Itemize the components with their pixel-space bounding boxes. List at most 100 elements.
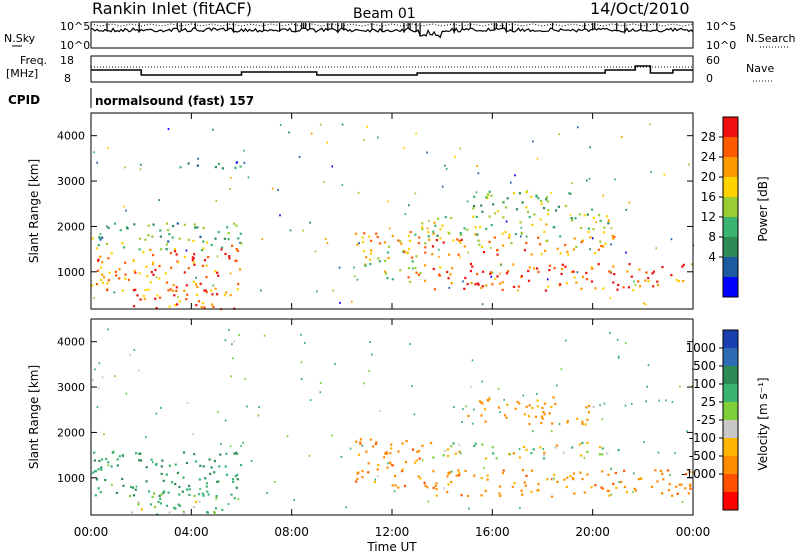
echo-cell [554,402,557,406]
echo-cell [155,307,158,310]
echo-cell [632,491,634,493]
echo-cell [103,433,105,436]
echo-cell [104,478,107,482]
echo-cell [300,361,303,364]
echo-cell [528,266,531,269]
freq-tick-top: 18 [60,54,74,67]
echo-cell [510,242,513,245]
echo-cell [314,250,317,253]
echo-cell [132,259,135,262]
echo-cell [98,459,101,463]
echo-cell [366,125,368,128]
echo-cell [193,494,196,497]
echo-cell [279,214,281,217]
echo-cell [168,233,171,236]
echo-cell [560,272,563,275]
echo-cell [217,162,221,165]
echo-cell [93,151,95,154]
echo-cell [555,209,558,212]
echo-cell [514,407,517,410]
echo-cell [569,192,572,195]
echo-cell [130,511,133,514]
echo-cell [512,285,516,288]
echo-cell [371,353,373,356]
echo-cell [182,510,185,513]
echo-cell [515,208,519,211]
echo-cell [202,465,205,468]
freq-trace [91,65,693,76]
echo-cell [186,293,189,296]
echo-cell [356,477,359,481]
echo-cell [488,397,491,400]
echo-cell [260,289,262,292]
echo-cell [491,283,494,286]
echo-cell [367,462,370,465]
echo-cell [387,462,389,465]
echo-cell [634,284,637,286]
echo-cell [540,202,543,205]
echo-cell [616,338,619,341]
echo-cell [121,289,124,292]
echo-cell [390,443,393,446]
echo-cell [545,198,548,201]
echo-cell [113,291,116,294]
echo-cell [665,399,667,402]
echo-cell [451,267,454,270]
echo-cell [475,191,478,194]
echo-cell [453,406,455,408]
echo-cell [530,469,534,472]
echo-cell [503,398,505,401]
echo-cell [214,237,217,240]
echo-cell [319,123,322,126]
echo-cell [433,288,436,291]
echo-cell [560,368,563,371]
echo-cell [133,270,136,273]
y-tick-label: 3000 [57,175,85,188]
echo-cell [552,226,555,229]
echo-cell [689,483,692,486]
echo-cell [550,495,554,498]
echo-cell [216,293,219,296]
echo-cell [609,297,612,300]
echo-cell [458,256,461,259]
echo-cell [602,194,604,197]
echo-cell [433,221,436,224]
echo-cell [618,481,620,484]
echo-cell [201,492,204,495]
echo-cell [121,477,124,480]
echo-cell [612,482,615,485]
echo-cell [517,289,519,292]
echo-cell [647,280,650,283]
echo-cell [499,411,501,414]
freq-label: Freq. [20,54,47,67]
echo-cell [497,406,500,409]
echo-cell [640,477,643,480]
echo-cell [512,452,515,455]
colorbar-swatch [723,177,738,198]
echo-cell [214,270,217,273]
echo-cell [485,196,488,199]
echo-cell [121,242,124,245]
echo-cell [163,490,166,493]
echo-cell [153,505,157,509]
echo-cell [183,255,186,259]
echo-cell [527,415,531,418]
echo-cell [544,249,547,252]
echo-cell [150,458,153,461]
x-tick-label: 00:00 [676,525,711,539]
echo-cell [150,271,153,274]
echo-cell [523,413,526,416]
echo-cell [516,400,519,403]
echo-cell [195,276,197,279]
echo-cell [438,273,441,276]
echo-cell [482,251,486,254]
echo-cell [590,486,593,489]
echo-cell [663,173,666,176]
echo-cell [288,131,290,134]
echo-cell [457,253,460,256]
colorbar-swatch [723,366,738,385]
y-tick-label: 2000 [57,426,85,439]
echo-cell [334,363,336,365]
echo-cell [221,246,224,249]
